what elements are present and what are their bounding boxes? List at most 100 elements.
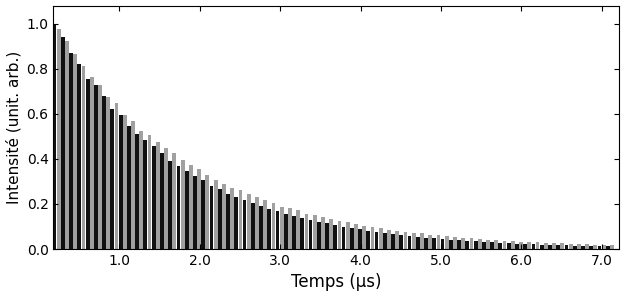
- Bar: [449, 240, 452, 249]
- Bar: [486, 240, 490, 249]
- Bar: [610, 245, 614, 249]
- Bar: [57, 29, 61, 249]
- Bar: [119, 115, 122, 249]
- Bar: [432, 238, 436, 249]
- Bar: [160, 153, 164, 249]
- Bar: [131, 121, 135, 249]
- Bar: [209, 186, 213, 249]
- Bar: [556, 245, 560, 249]
- Bar: [173, 154, 176, 249]
- Bar: [312, 215, 317, 249]
- Bar: [198, 169, 201, 249]
- Bar: [329, 219, 333, 249]
- Bar: [338, 221, 341, 249]
- Bar: [412, 233, 416, 249]
- Bar: [523, 244, 527, 249]
- Bar: [280, 207, 284, 249]
- Bar: [346, 222, 349, 249]
- Bar: [288, 208, 292, 249]
- Bar: [271, 203, 276, 249]
- Bar: [387, 230, 391, 249]
- Bar: [86, 79, 89, 249]
- Bar: [168, 161, 172, 249]
- Bar: [139, 131, 143, 249]
- Bar: [371, 227, 374, 249]
- Bar: [148, 135, 151, 249]
- Bar: [589, 246, 593, 249]
- Bar: [503, 241, 506, 249]
- Bar: [379, 228, 382, 249]
- Bar: [511, 241, 515, 249]
- Bar: [325, 223, 329, 249]
- Bar: [304, 214, 308, 249]
- Bar: [396, 231, 399, 249]
- Bar: [251, 203, 254, 249]
- Bar: [189, 165, 192, 249]
- Bar: [317, 222, 321, 249]
- Bar: [247, 195, 251, 249]
- Bar: [82, 66, 86, 249]
- Bar: [164, 148, 168, 249]
- Bar: [69, 53, 73, 249]
- Bar: [428, 235, 432, 249]
- Bar: [519, 242, 523, 249]
- Bar: [176, 165, 181, 249]
- Bar: [123, 115, 127, 249]
- Bar: [602, 245, 606, 249]
- Bar: [358, 229, 362, 249]
- Bar: [301, 218, 304, 249]
- Bar: [350, 228, 354, 249]
- Bar: [494, 240, 498, 249]
- Bar: [424, 238, 428, 249]
- Bar: [366, 231, 370, 249]
- Bar: [499, 243, 502, 249]
- Bar: [458, 240, 461, 249]
- Bar: [342, 227, 346, 249]
- Bar: [408, 236, 411, 249]
- Bar: [453, 237, 457, 249]
- Bar: [135, 134, 139, 249]
- Bar: [61, 37, 65, 249]
- Bar: [94, 85, 98, 249]
- Bar: [52, 23, 56, 249]
- Bar: [399, 235, 403, 249]
- Bar: [461, 238, 465, 249]
- Bar: [531, 244, 535, 249]
- Bar: [515, 244, 519, 249]
- Bar: [474, 241, 478, 249]
- Bar: [111, 109, 114, 249]
- Bar: [528, 242, 531, 249]
- Bar: [90, 77, 94, 249]
- Bar: [114, 103, 119, 249]
- Bar: [102, 96, 106, 249]
- Bar: [416, 237, 420, 249]
- Bar: [234, 197, 238, 249]
- Bar: [507, 243, 511, 249]
- Bar: [544, 243, 548, 249]
- Bar: [362, 226, 366, 249]
- Bar: [206, 175, 209, 249]
- Bar: [598, 246, 601, 249]
- Bar: [263, 200, 267, 249]
- Bar: [564, 245, 568, 249]
- Bar: [469, 238, 474, 249]
- Bar: [391, 234, 395, 249]
- Bar: [478, 239, 482, 249]
- Bar: [152, 146, 156, 249]
- Bar: [284, 214, 288, 249]
- Bar: [214, 180, 218, 249]
- Bar: [185, 171, 189, 249]
- Bar: [276, 211, 279, 249]
- Bar: [404, 232, 408, 249]
- Bar: [255, 197, 259, 249]
- Bar: [201, 180, 205, 249]
- Bar: [606, 247, 609, 249]
- X-axis label: Temps (μs): Temps (μs): [291, 274, 382, 291]
- Bar: [127, 126, 131, 249]
- Bar: [181, 160, 184, 249]
- Bar: [374, 232, 379, 249]
- Bar: [536, 242, 539, 249]
- Bar: [309, 220, 312, 249]
- Bar: [585, 244, 589, 249]
- Bar: [594, 245, 598, 249]
